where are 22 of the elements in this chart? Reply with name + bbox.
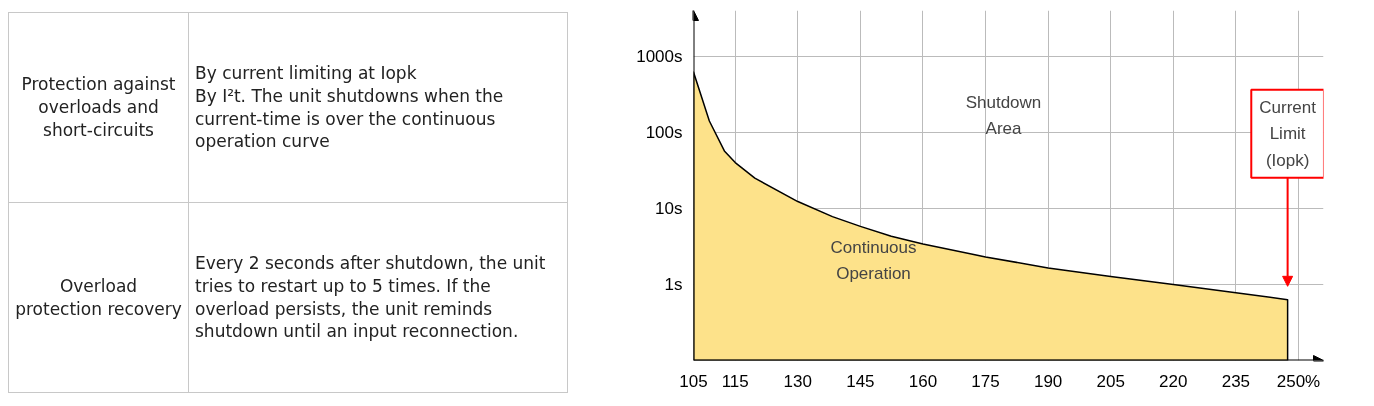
x-tick-label: 175 [971, 371, 1000, 391]
x-tick-label: 130 [783, 371, 812, 391]
x-tick-label: 235 [1221, 371, 1251, 391]
x-tick-label: 145 [846, 371, 875, 391]
annotation: Shutdown Area [965, 92, 1042, 139]
annotation: Continuous Operation [830, 237, 917, 284]
text: Overload protection recovery [8, 202, 189, 393]
y-tick-label: 100s [645, 122, 683, 142]
x-tick-label: 105 [679, 371, 708, 391]
x-tick-label: 190 [1033, 371, 1063, 391]
text: By current limiting at Iopk By I²t. The unit shutdowns when the current-time is over the continuous operation curve [188, 12, 568, 203]
x-tick-label: 160 [908, 371, 938, 391]
annotation: Current Limit (Iopk) [1259, 97, 1317, 170]
x-tick-label: 205 [1096, 371, 1125, 391]
y-tick-label: 1000s [636, 46, 683, 66]
y-tick-label: 10s [655, 198, 683, 218]
text: Protection against overloads and short-circuits [8, 12, 189, 203]
x-tick-label: 220 [1159, 371, 1188, 391]
x-tick-label: 250% [1276, 371, 1321, 391]
y-tick-label: 1s [664, 274, 683, 294]
text: Every 2 seconds after shutdown, the unit tries to restart up to 5 times. If the overload persists, the unit reminds shutdown until an input reconnection. [188, 202, 568, 393]
x-tick-label: 115 [721, 371, 749, 391]
